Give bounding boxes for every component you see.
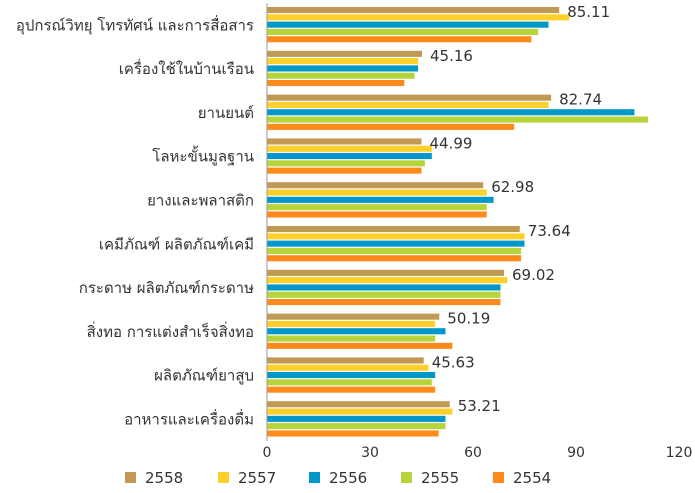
data-label: 50.19: [447, 310, 490, 328]
bar-2557-2: [267, 102, 549, 108]
bar-2556-8: [267, 372, 435, 378]
bar-2558-0: [267, 7, 559, 13]
bar-2556-9: [267, 416, 446, 422]
bar-2556-2: [267, 109, 634, 115]
bar-2558-3: [267, 138, 422, 144]
bar-2558-5: [267, 226, 520, 232]
bar-2558-6: [267, 270, 504, 276]
bar-2554-3: [267, 168, 422, 174]
category-label: โลหะขั้นมูลฐาน: [152, 146, 254, 166]
data-label: 69.02: [512, 266, 555, 284]
bar-2556-0: [267, 22, 549, 28]
bar-2554-6: [267, 299, 501, 305]
bar-2554-4: [267, 211, 487, 217]
bar-2555-9: [267, 423, 446, 429]
bar-2556-1: [267, 65, 418, 71]
legend-swatch: [493, 472, 504, 483]
category-label: ยางและพลาสติก: [147, 191, 254, 209]
category-label: ยานยนต์: [198, 104, 254, 122]
bar-2558-4: [267, 182, 483, 188]
bar-2558-9: [267, 401, 450, 407]
legend-item-2555: 2555: [401, 469, 459, 487]
legend-swatch: [125, 472, 136, 483]
bar-2557-8: [267, 365, 428, 371]
bar-2558-1: [267, 51, 422, 57]
bar-2555-4: [267, 204, 487, 210]
category-label: สิ่งทอ การแต่งสำเร็จสิ่งทอ: [87, 321, 254, 341]
category-label: เคมีภัณฑ์ ผลิตภัณฑ์เคมี: [99, 235, 254, 253]
category-label: อาหารและเครื่องดื่ม: [124, 408, 254, 428]
bar-2555-8: [267, 379, 432, 385]
bar-2557-7: [267, 321, 435, 327]
bar-2555-2: [267, 117, 648, 123]
bar-2557-6: [267, 277, 507, 283]
data-label: 62.98: [491, 178, 534, 196]
legend-label: 2554: [513, 469, 551, 487]
x-tick-label: 30: [361, 445, 379, 461]
bar-2558-8: [267, 357, 424, 363]
bar-2556-6: [267, 284, 501, 290]
bar-2556-7: [267, 328, 446, 334]
legend-label: 2556: [329, 469, 367, 487]
bar-2557-5: [267, 233, 525, 239]
data-label: 45.63: [432, 353, 475, 371]
category-label: อุปกรณ์วิทยุ โทรทัศน์ และการสื่อสาร: [16, 14, 254, 35]
legend-item-2554: 2554: [493, 469, 551, 487]
bar-2554-9: [267, 430, 439, 436]
bar-2554-1: [267, 80, 404, 86]
bar-2554-7: [267, 343, 452, 349]
category-label: เครื่องใช้ในบ้านเรือน: [119, 58, 254, 78]
bar-2554-2: [267, 124, 514, 130]
bar-2558-7: [267, 314, 439, 320]
legend-label: 2555: [421, 469, 459, 487]
bar-2557-1: [267, 58, 418, 64]
bar-2557-0: [267, 14, 569, 20]
data-label: 85.11: [567, 3, 610, 21]
data-label: 45.16: [430, 47, 473, 65]
legend: 2558 2557 2556 2555 2554: [125, 469, 551, 487]
bar-2554-5: [267, 255, 521, 261]
bar-2555-1: [267, 73, 415, 79]
x-tick-label: 120: [666, 445, 693, 461]
bar-2555-7: [267, 336, 435, 342]
bar-2557-9: [267, 409, 452, 415]
bar-2557-3: [267, 146, 432, 152]
data-label: 44.99: [430, 134, 473, 152]
legend-item-2556: 2556: [309, 469, 367, 487]
legend-swatch: [218, 472, 229, 483]
data-label: 82.74: [559, 91, 602, 109]
x-tick-label: 60: [464, 445, 482, 461]
legend-label: 2558: [145, 469, 183, 487]
bar-2554-8: [267, 387, 435, 393]
bar-2555-6: [267, 292, 501, 298]
bar-2555-3: [267, 160, 425, 166]
legend-label: 2557: [238, 469, 276, 487]
bar-2555-5: [267, 248, 521, 254]
bar-2558-2: [267, 95, 551, 101]
category-label: กระดาษ ผลิตภัณฑ์กระดาษ: [79, 279, 254, 297]
legend-item-2557: 2557: [218, 469, 276, 487]
data-label: 73.64: [528, 222, 571, 240]
bars-layer: [267, 7, 648, 437]
legend-swatch: [401, 472, 412, 483]
category-labels-layer: อุปกรณ์วิทยุ โทรทัศน์ และการสื่อสารเครื่…: [16, 14, 254, 428]
data-label: 53.21: [458, 397, 501, 415]
x-tick-label: 90: [567, 445, 585, 461]
bar-2554-0: [267, 36, 531, 42]
bar-2556-3: [267, 153, 432, 159]
category-label: ผลิตภัณฑ์ยาสูบ: [154, 367, 254, 385]
bar-2556-4: [267, 197, 494, 203]
bar-2556-5: [267, 241, 525, 247]
legend-item-2558: 2558: [125, 469, 183, 487]
legend-swatch: [309, 472, 320, 483]
bar-2557-4: [267, 190, 487, 196]
x-tick-label: 0: [263, 445, 272, 461]
bar-2555-0: [267, 29, 538, 35]
